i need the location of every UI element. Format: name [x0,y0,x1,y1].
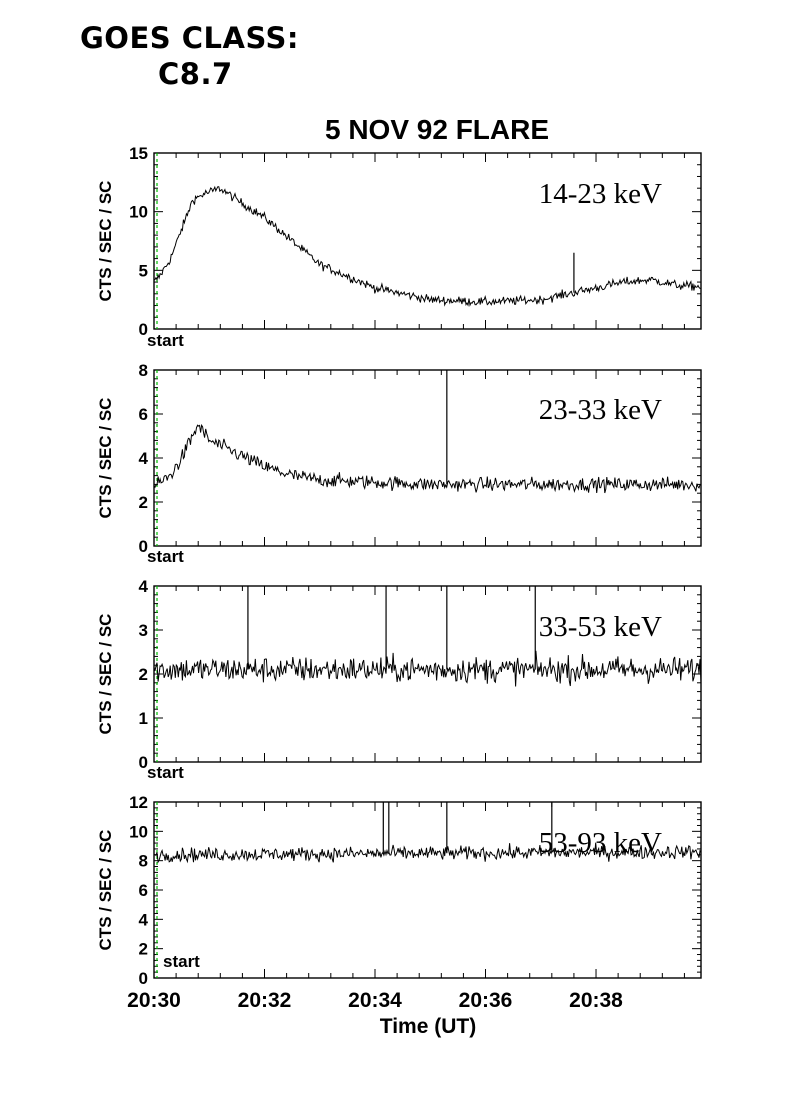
y-tick-label: 10 [129,822,148,841]
y-tick-label: 6 [139,405,148,424]
panel-2: 0 1 2 3 4 CTS / SEC / SC start 33-53 keV [96,577,702,782]
energy-band-label: 33-53 keV [539,611,662,643]
series-line [153,423,702,494]
start-marker-label: start [163,952,200,971]
panel-3: 0 2 4 6 8 10 12 CTS / SEC / SC start 53-93 keV [96,793,702,988]
y-tick-label: 2 [139,940,148,959]
x-tick-label: 20:32 [238,989,292,1012]
y-tick-label: 15 [129,144,148,163]
x-tick-label: 20:36 [459,989,513,1012]
y-axis-label: CTS / SEC / SC [96,181,115,302]
y-tick-label: 3 [139,621,148,640]
panel-1: 0 2 4 6 8 CTS / SEC / SC start 23-33 keV [96,361,702,566]
energy-band-label: 53-93 keV [539,827,662,859]
chart-title: 5 NOV 92 FLARE [325,114,549,145]
y-axis-label: CTS / SEC / SC [96,614,115,735]
x-axis-label: Time (UT) [380,1015,476,1038]
y-tick-label: 12 [129,793,148,812]
goes-class-label: GOES CLASS: [80,21,300,55]
series-line [153,842,702,864]
y-tick-label: 4 [139,910,149,929]
start-marker-label: start [147,547,184,566]
x-tick-label: 20:34 [348,989,402,1012]
energy-band-label: 14-23 keV [539,178,662,210]
y-tick-label: 5 [139,261,148,280]
y-tick-label: 0 [139,753,148,772]
y-tick-label: 0 [139,320,148,339]
y-tick-label: 8 [139,361,148,380]
x-tick-label: 20:30 [127,989,181,1012]
panel-frame [153,152,702,330]
series-line [153,185,701,307]
series-line [153,650,702,687]
y-tick-label: 2 [139,493,148,512]
y-tick-label: 4 [139,449,149,468]
y-tick-label: 10 [129,203,148,222]
energy-band-label: 23-33 keV [539,394,662,426]
y-tick-label: 2 [139,665,148,684]
start-marker-label: start [147,331,184,350]
goes-class-value: C8.7 [158,57,233,91]
start-marker-label: start [147,763,184,782]
y-tick-label: 0 [139,969,148,988]
y-axis-label: CTS / SEC / SC [96,830,115,951]
x-tick-label: 20:38 [569,989,623,1012]
y-tick-label: 4 [139,577,149,596]
y-tick-label: 8 [139,852,148,871]
y-tick-label: 0 [139,537,148,556]
panel-0: 0 5 10 15 CTS / SEC / SC start 14-23 keV [96,144,702,350]
y-tick-label: 1 [139,709,148,728]
y-tick-label: 6 [139,881,148,900]
y-axis-label: CTS / SEC / SC [96,398,115,519]
